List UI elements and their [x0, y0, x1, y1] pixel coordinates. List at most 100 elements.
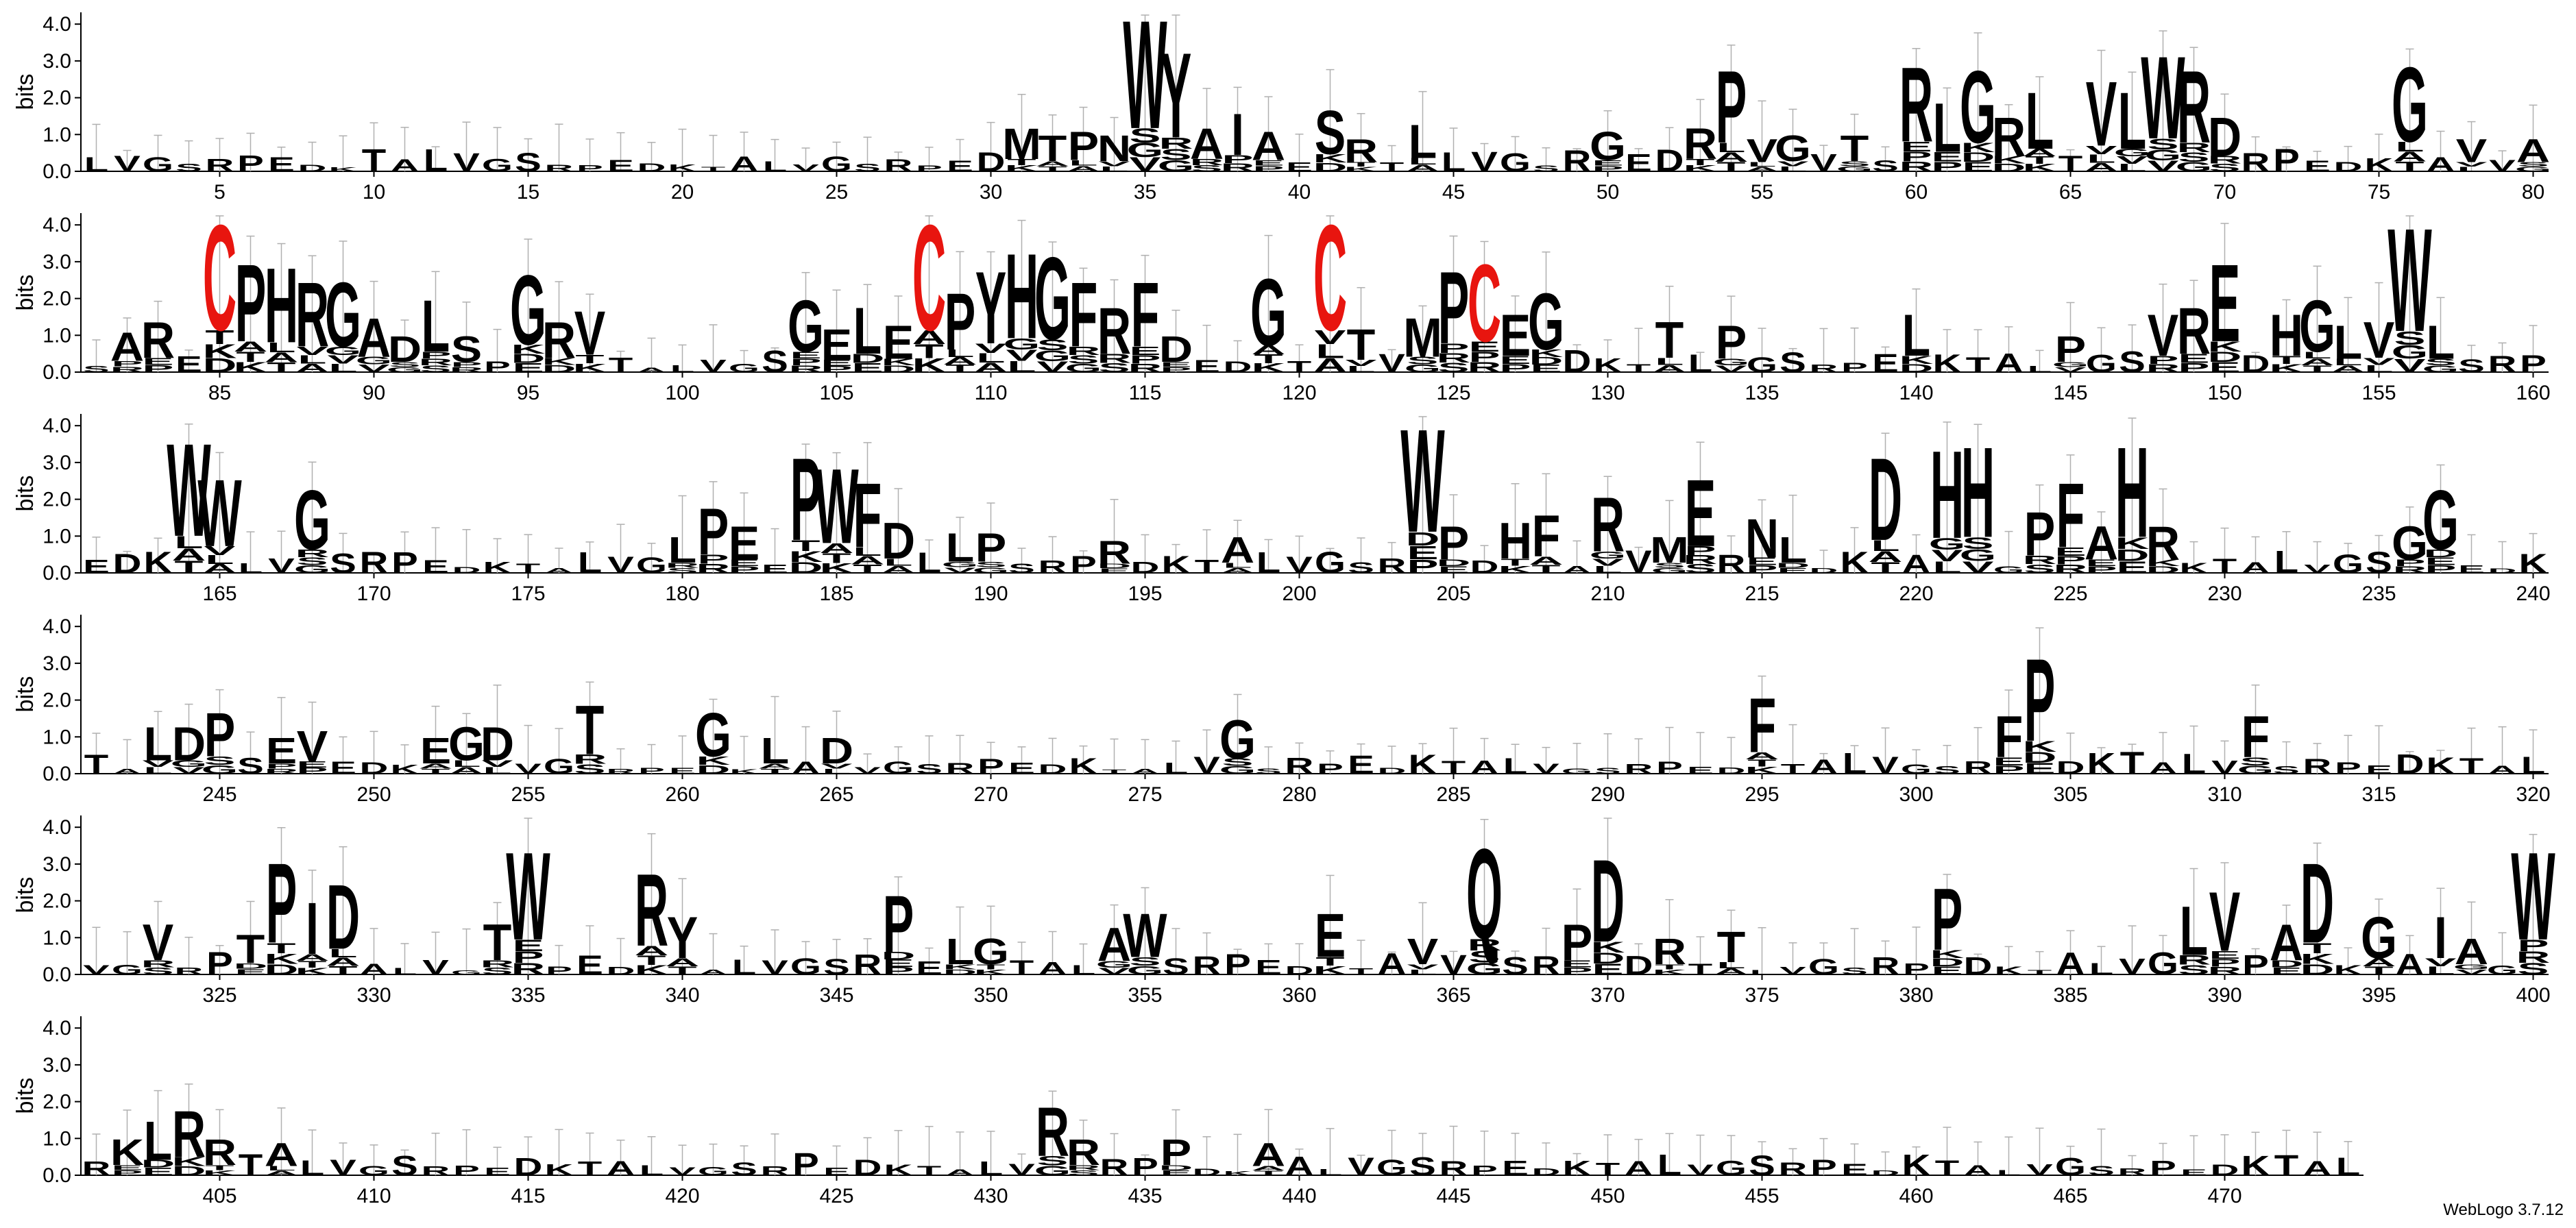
logo-letter: V: [1962, 558, 1994, 576]
logo-letter: D: [1378, 766, 1407, 776]
logo-column: L: [2521, 729, 2545, 779]
logo-letter: A: [1252, 343, 1286, 356]
logo-letter: A: [1964, 1163, 1993, 1179]
logo-letter: A: [1470, 757, 1499, 778]
logo-letter: T: [668, 964, 697, 977]
logo-letter-top: V: [1407, 931, 1439, 972]
logo-letter: E: [2178, 351, 2210, 365]
logo-column: ALP: [1067, 106, 1100, 173]
logo-letter: V: [1008, 1161, 1035, 1179]
logo-letter: T: [822, 550, 851, 566]
logo-letter: K: [1313, 151, 1348, 165]
logo-letter: V: [2425, 956, 2457, 969]
logo-letter: T: [609, 354, 633, 377]
logo-letter: A: [1378, 947, 1407, 981]
logo-letter: S: [1068, 1169, 1099, 1177]
logo-letter: R: [1221, 161, 1255, 174]
logo-column: S: [1008, 548, 1035, 576]
x-tick-label: 185: [819, 582, 853, 605]
logo-column: T: [2459, 727, 2484, 778]
logo-letter: T: [1349, 966, 1374, 977]
logo-letter: L: [763, 158, 787, 175]
logo-column: V: [83, 926, 110, 978]
logo-letter: S: [762, 345, 788, 379]
logo-letter: P: [1317, 761, 1344, 777]
logo-column: PER: [141, 300, 175, 374]
logo-letter: D: [789, 559, 823, 576]
logo-letter-top: A: [1190, 120, 1224, 169]
x-tick-label: 220: [1899, 582, 1933, 605]
logo-letter: E: [2116, 558, 2148, 576]
x-tick-label: 100: [665, 382, 699, 404]
logo-column: R: [545, 123, 573, 173]
logo-letter: S: [2425, 357, 2456, 367]
logo-column: E: [1502, 1133, 1529, 1180]
logo-column: V: [854, 753, 881, 776]
logo-letter: P: [112, 360, 143, 369]
logo-column: K: [1162, 543, 1191, 578]
logo-column: D: [113, 548, 142, 578]
logo-letter: D: [637, 161, 666, 174]
logo-column: K: [2087, 746, 2116, 780]
logo-letter: K: [912, 355, 947, 377]
logo-letter: R: [1532, 951, 1561, 981]
logo-letter: S: [1068, 353, 1099, 367]
logo-letter: A: [419, 762, 453, 770]
logo-column: S: [237, 731, 264, 778]
logo-letter: D: [1563, 344, 1592, 380]
logo-letter: K: [1961, 140, 1995, 155]
logo-letter: S: [2178, 962, 2210, 977]
logo-letter: L: [1256, 546, 1280, 579]
logo-letter: D: [1406, 528, 1440, 550]
x-tick-label: 160: [2516, 382, 2550, 404]
logo-letter: A: [1221, 567, 1255, 575]
logo-letter: G: [1901, 762, 1932, 776]
x-tick-label: 90: [363, 382, 385, 404]
logo-column: L: [578, 541, 602, 579]
x-tick-label: 225: [2053, 582, 2087, 605]
logo-column: RPV: [2146, 283, 2180, 375]
y-tick-label: 0.0: [42, 1164, 71, 1187]
logo-letter: K: [1224, 1170, 1252, 1177]
logo-letter-top: P: [1716, 316, 1747, 369]
logo-letter: L: [1932, 558, 1961, 576]
logo-letter-top: V: [2364, 312, 2395, 369]
logo-letter: E: [2425, 555, 2457, 567]
y-tick-label: 2.0: [42, 1091, 71, 1114]
logo-letter: L: [2089, 960, 2113, 979]
logo-letter: K: [2087, 746, 2116, 780]
logo-letter: P: [2518, 936, 2549, 955]
logo-letter: E: [2085, 558, 2117, 568]
logo-column: L: [1688, 349, 1712, 378]
logo-letter: G: [1716, 1156, 1747, 1179]
logo-column: R: [761, 1133, 789, 1178]
logo-column: E: [484, 1146, 511, 1177]
logo-letter-top: R: [1899, 45, 1933, 164]
logo-letter: G: [1713, 357, 1750, 367]
logo-column: K: [730, 735, 758, 775]
logo-column: P: [2150, 1142, 2176, 1180]
logo-letter-top: R: [203, 1132, 236, 1173]
logo-letter-top: R: [1097, 534, 1131, 571]
logo-letter: G: [544, 754, 574, 778]
logo-letter: G: [1466, 959, 1503, 978]
logo-letter: D: [1437, 558, 1471, 568]
logo-letter: P: [1810, 1155, 1837, 1179]
logo-letter: E: [143, 1166, 174, 1178]
x-tick-label: 445: [1436, 1185, 1470, 1207]
logo-letter: K: [1930, 948, 1965, 961]
logo-letter: K: [2208, 339, 2242, 354]
logo-letter: T: [2025, 154, 2054, 166]
logo-letter: T: [914, 341, 943, 363]
logo-column: LVI: [2425, 887, 2457, 977]
logo-column: DKG: [695, 698, 731, 776]
logo-letter: S: [1438, 360, 1470, 375]
logo-letter-top: K: [110, 1132, 144, 1173]
logo-letter: E: [2180, 1168, 2207, 1177]
logo-column: P: [1903, 926, 1930, 978]
logo-column: SRL: [2177, 868, 2211, 977]
logo-letter: L: [670, 363, 694, 374]
